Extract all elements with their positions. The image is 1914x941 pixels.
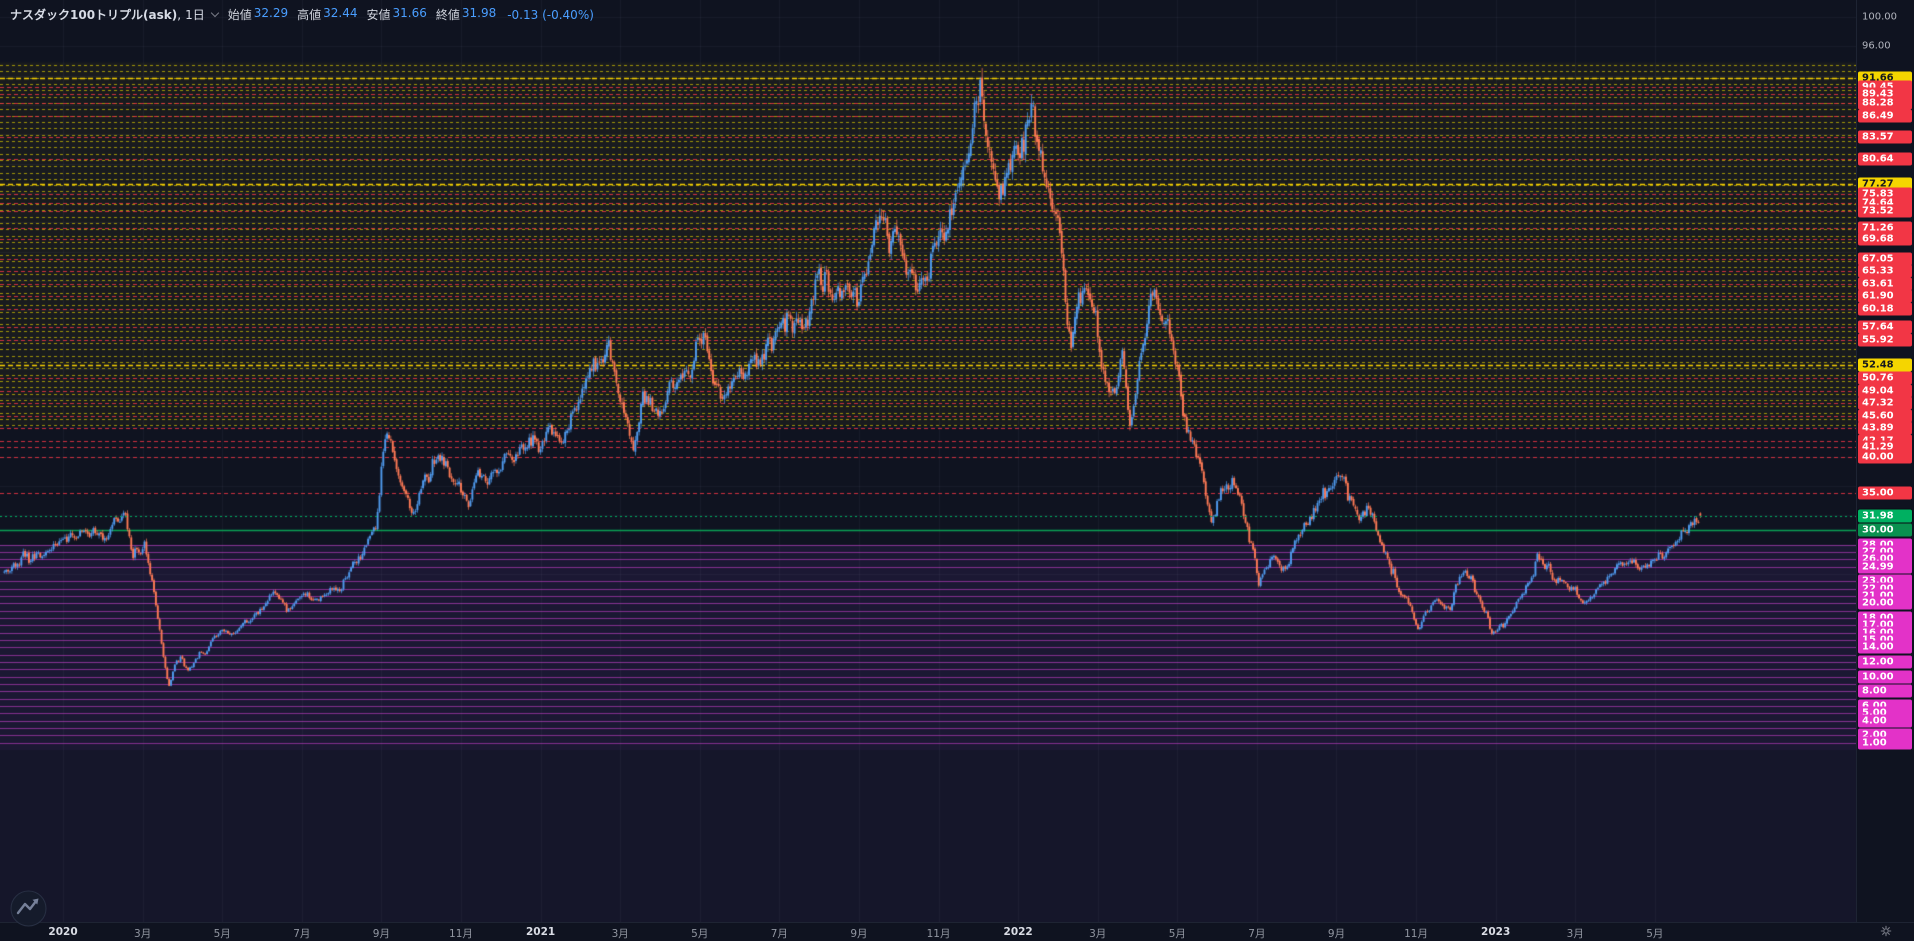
price-level-label: 35.00 xyxy=(1858,486,1912,500)
time-tick-label: 7月 xyxy=(770,928,788,940)
timeframe-value[interactable]: 1日 xyxy=(185,8,205,22)
time-tick-label: 11月 xyxy=(449,928,473,940)
price-level-label: 14.00 xyxy=(1858,640,1912,654)
time-tick-label: 7月 xyxy=(1248,928,1266,940)
time-tick-label: 9月 xyxy=(850,928,868,940)
price-level-label: 80.64 xyxy=(1858,152,1912,166)
high-pair: 高値 32.44 xyxy=(297,6,357,23)
price-level-label: 45.60 xyxy=(1858,409,1912,423)
time-tick-label: 5月 xyxy=(1168,928,1186,940)
time-tick-label: 9月 xyxy=(1327,928,1346,940)
price-level-label: 12.00 xyxy=(1858,655,1912,669)
price-level-label: 61.90 xyxy=(1858,289,1912,303)
price-level-label: 8.00 xyxy=(1858,684,1912,698)
low-value: 31.66 xyxy=(392,6,427,20)
price-level-label: 69.68 xyxy=(1858,232,1912,246)
price-level-label: 57.64 xyxy=(1858,320,1912,334)
price-axis[interactable]: 100.0096.0091.6677.2752.4890.4589.4388.2… xyxy=(1856,0,1914,922)
price-level-label: 71.26 xyxy=(1858,221,1912,235)
time-tick-label: 3月 xyxy=(1566,928,1584,940)
change-value: -0.13 (-0.40%) xyxy=(507,7,594,22)
price-level-label: 73.52 xyxy=(1858,204,1912,218)
price-level-label: 50.76 xyxy=(1858,371,1912,385)
price-level-label: 43.89 xyxy=(1858,421,1912,435)
open-value: 32.29 xyxy=(253,6,289,20)
close-value: 31.98 xyxy=(461,6,497,20)
time-tick-label: 5月 xyxy=(1646,928,1664,940)
price-level-label: 83.57 xyxy=(1858,130,1912,144)
price-level-label: 88.28 xyxy=(1858,96,1912,110)
time-axis[interactable]: 2020 3月 5月 7月 9月 11月 2021 3月 5月 7月 9月 11月 2022 3月 5月 7月… xyxy=(0,922,1914,941)
price-level-label: 4.00 xyxy=(1858,714,1912,728)
open-pair: 始値 32.29 xyxy=(228,6,288,23)
price-level-label: 1.00 xyxy=(1858,736,1912,750)
price-level-label: 77.27 xyxy=(1858,177,1912,191)
time-tick-label: 11月 xyxy=(926,928,951,940)
gear-glyph xyxy=(1880,925,1892,937)
settings-gear-icon[interactable] xyxy=(1880,925,1892,937)
price-tick-label: 100.00 xyxy=(1862,11,1897,23)
current-price-label: 31.98 xyxy=(1858,509,1912,523)
price-level-label: 10.00 xyxy=(1858,670,1912,684)
time-tick-label: 3月 xyxy=(134,928,152,940)
candlestick-chart-canvas[interactable] xyxy=(0,0,1856,922)
open-label: 始値 xyxy=(227,8,252,22)
legend-separator: , xyxy=(177,7,182,22)
time-tick-label: 2020 xyxy=(48,926,78,938)
time-tick-label: 11月 xyxy=(1404,928,1428,940)
price-level-label: 30.00 xyxy=(1858,523,1912,537)
price-level-label: 63.61 xyxy=(1858,277,1912,291)
close-pair: 終値 31.98 xyxy=(436,6,496,23)
time-tick-label: 3月 xyxy=(611,928,629,940)
price-level-label: 49.04 xyxy=(1858,384,1912,398)
high-label: 高値 xyxy=(297,8,322,22)
symbol-name[interactable]: ナスダック100トリプル(ask) xyxy=(10,8,178,22)
high-value: 32.44 xyxy=(323,6,358,20)
time-tick-label: 5月 xyxy=(213,928,231,940)
price-level-label: 24.99 xyxy=(1858,560,1912,574)
symbol-legend: ナスダック100トリプル(ask) , 1日 始値 32.29 高値 32.44 安… xyxy=(10,6,594,23)
time-tick-label: 3月 xyxy=(1089,928,1107,940)
time-tick-label: 9月 xyxy=(372,928,390,940)
price-level-label: 55.92 xyxy=(1858,333,1912,347)
price-level-label: 47.32 xyxy=(1858,396,1912,410)
time-tick-label: 2023 xyxy=(1481,926,1511,938)
low-pair: 安値 31.66 xyxy=(366,6,426,23)
price-level-label: 60.18 xyxy=(1858,302,1912,316)
price-level-label: 52.48 xyxy=(1858,358,1912,372)
price-tick-label: 96.00 xyxy=(1862,40,1891,52)
price-level-label: 65.33 xyxy=(1858,264,1912,278)
time-tick-label: 5月 xyxy=(691,928,709,940)
close-label: 終値 xyxy=(435,8,460,22)
price-level-label: 86.49 xyxy=(1858,109,1912,123)
price-level-label: 20.00 xyxy=(1858,596,1912,610)
price-level-label: 40.00 xyxy=(1858,450,1912,464)
time-tick-label: 2022 xyxy=(1003,926,1033,938)
time-tick-label: 7月 xyxy=(293,928,311,940)
time-tick-label: 2021 xyxy=(525,926,556,938)
low-label: 安値 xyxy=(366,8,391,22)
tradingview-logo-icon xyxy=(10,890,47,927)
price-level-label: 67.05 xyxy=(1858,252,1912,266)
tradingview-logo[interactable] xyxy=(10,890,47,931)
chevron-down-icon[interactable] xyxy=(210,8,219,17)
